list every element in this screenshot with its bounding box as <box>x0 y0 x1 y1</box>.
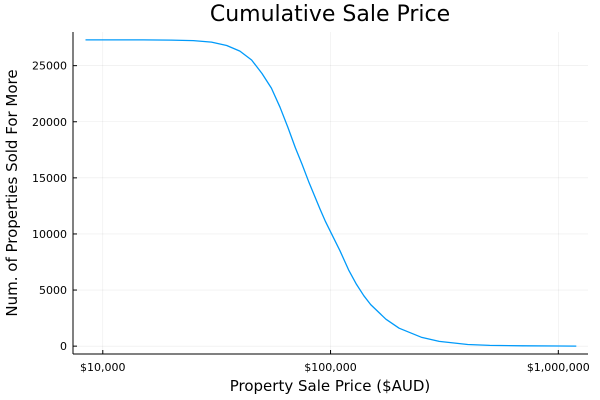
y-tick-label: 5000 <box>39 284 67 297</box>
chart-title: Cumulative Sale Price <box>210 2 450 27</box>
x-axis-label: Property Sale Price ($AUD) <box>230 377 431 395</box>
y-tick-label: 0 <box>60 340 67 353</box>
y-tick-label: 15000 <box>32 172 67 185</box>
x-tick-label: $1,000,000 <box>527 361 590 374</box>
grid <box>73 32 588 354</box>
x-tick-label: $10,000 <box>80 361 126 374</box>
x-tick-label: $100,000 <box>304 361 357 374</box>
series-layer <box>85 39 577 347</box>
ticks: $10,000 $100,000 $1,000,000 0 5000 10000 15000… <box>32 60 590 374</box>
y-tick-label: 10000 <box>32 228 67 241</box>
series-line <box>85 39 577 347</box>
y-tick-label: 20000 <box>32 116 67 129</box>
y-axis-label: Num. of Properties Sold For More <box>3 69 21 316</box>
y-tick-label: 25000 <box>32 60 67 73</box>
